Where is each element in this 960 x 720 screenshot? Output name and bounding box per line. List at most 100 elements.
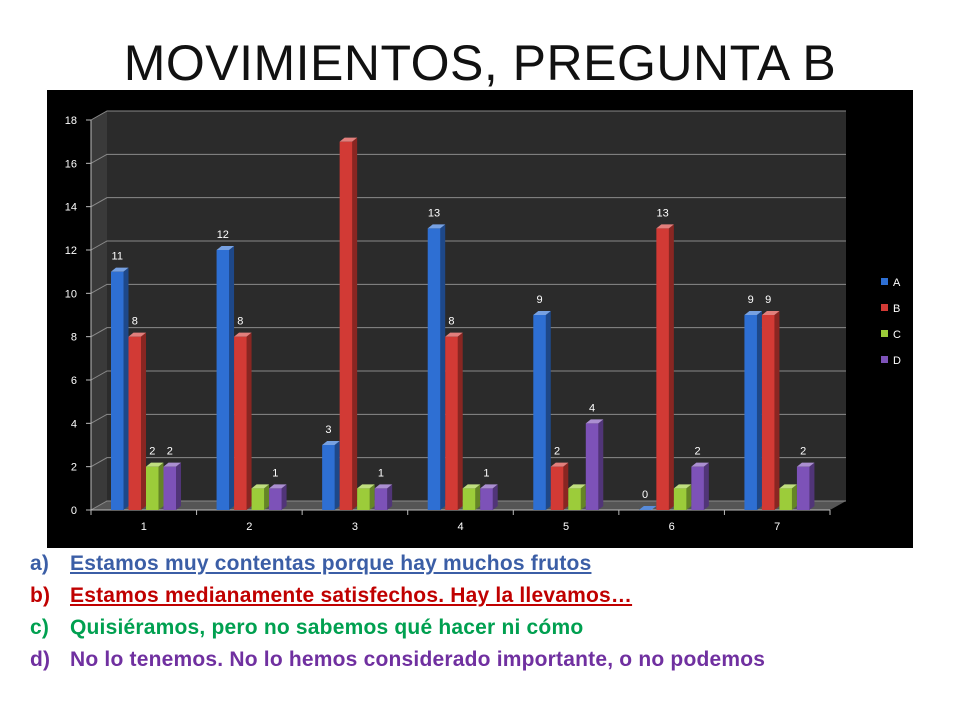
slide-title: MOVIMIENTOS, PREGUNTA B bbox=[123, 35, 837, 91]
option-a-text: Estamos muy contentas porque hay muchos … bbox=[70, 552, 592, 575]
bar-A-6 bbox=[638, 506, 657, 510]
option-d-text: No lo tenemos. No lo hemos considerado i… bbox=[70, 648, 766, 671]
data-label: 13 bbox=[656, 207, 668, 219]
bar-D-1 bbox=[163, 466, 177, 510]
data-label: 12 bbox=[217, 229, 229, 241]
bar-top bbox=[339, 137, 358, 142]
bar-side bbox=[246, 332, 252, 510]
bar-top bbox=[656, 224, 674, 229]
option-c-letter: c) bbox=[30, 616, 50, 639]
x-tick-label: 7 bbox=[774, 521, 780, 533]
bar-side bbox=[158, 462, 164, 510]
data-label: 4 bbox=[589, 402, 595, 414]
bar-B-3 bbox=[339, 141, 353, 510]
bar-top bbox=[269, 484, 287, 489]
bar-B-7 bbox=[761, 315, 775, 510]
bar-top bbox=[216, 246, 235, 250]
option-d: d) No lo tenemos. No lo hemos considerad… bbox=[30, 644, 930, 676]
bar-C-1 bbox=[146, 466, 159, 510]
option-a-letter: a) bbox=[30, 552, 50, 575]
bar-side bbox=[440, 224, 446, 511]
data-label: 9 bbox=[765, 294, 771, 306]
bar-top bbox=[480, 484, 498, 489]
bar-side bbox=[457, 332, 463, 510]
bar-D-4 bbox=[480, 488, 494, 510]
bar-side bbox=[563, 462, 569, 510]
bar-side bbox=[264, 484, 270, 510]
bar-side bbox=[703, 462, 709, 510]
data-label: 8 bbox=[132, 316, 138, 328]
gridline bbox=[90, 240, 846, 251]
data-label: 0 bbox=[642, 489, 648, 501]
y-tick-label: 12 bbox=[65, 245, 77, 257]
bar-B-1 bbox=[128, 336, 142, 510]
legend-swatch-B bbox=[881, 304, 888, 311]
bar-side bbox=[369, 484, 375, 510]
bar-top bbox=[550, 462, 569, 467]
bar-side bbox=[580, 484, 586, 510]
data-label: 2 bbox=[695, 446, 701, 458]
data-label: 3 bbox=[325, 424, 331, 436]
bar-C-3 bbox=[357, 488, 371, 510]
bar-top bbox=[322, 441, 340, 445]
x-tick-label: 5 bbox=[563, 521, 569, 533]
bar-C-6 bbox=[673, 488, 687, 510]
bar-A-4 bbox=[427, 228, 441, 511]
bar-side bbox=[668, 224, 674, 511]
bar-side bbox=[774, 311, 780, 510]
gridline bbox=[90, 110, 846, 121]
y-tick-label: 0 bbox=[71, 505, 77, 517]
bar-D-2 bbox=[269, 488, 283, 510]
bar-B-2 bbox=[234, 336, 248, 510]
x-tick-label: 4 bbox=[457, 521, 463, 533]
bar-A-2 bbox=[216, 250, 230, 510]
bar-side bbox=[387, 484, 393, 510]
bar-A-1 bbox=[111, 271, 124, 510]
legend-label-B: B bbox=[893, 303, 900, 315]
bar-side bbox=[176, 462, 181, 510]
option-d-letter: d) bbox=[30, 648, 51, 671]
legend-label-D: D bbox=[893, 355, 901, 367]
data-label: 8 bbox=[237, 316, 243, 328]
bar-top bbox=[744, 311, 762, 315]
bar-D-3 bbox=[374, 488, 388, 510]
bar-top bbox=[128, 332, 146, 337]
gridline bbox=[90, 283, 846, 294]
bar-side bbox=[756, 311, 762, 510]
bar-top bbox=[585, 419, 604, 424]
x-tick-label: 2 bbox=[246, 521, 252, 533]
bar-C-7 bbox=[779, 488, 793, 510]
bar-side bbox=[352, 137, 358, 510]
bar-top bbox=[374, 484, 393, 489]
bar-top bbox=[761, 311, 780, 315]
option-a: a) Estamos muy contentas porque hay much… bbox=[30, 548, 930, 580]
bar-A-7 bbox=[744, 315, 758, 510]
bar-side bbox=[141, 332, 146, 510]
gridline bbox=[90, 197, 846, 208]
y-tick-label: 16 bbox=[65, 158, 77, 170]
bar-top bbox=[234, 332, 252, 337]
bar-top bbox=[462, 484, 481, 489]
bar-top bbox=[673, 484, 692, 489]
y-tick-label: 14 bbox=[65, 202, 77, 214]
data-label: 2 bbox=[554, 446, 560, 458]
legend-swatch-A bbox=[881, 278, 888, 285]
y-tick-label: 10 bbox=[65, 288, 77, 300]
bar-side bbox=[281, 484, 287, 510]
bar-side bbox=[545, 311, 551, 510]
option-c: c) Quisiéramos, pero no sabemos qué hace… bbox=[30, 612, 930, 644]
bar-top bbox=[796, 462, 815, 467]
answer-options: a) Estamos muy contentas porque hay much… bbox=[30, 548, 930, 676]
legend-label-C: C bbox=[893, 329, 901, 341]
legend-label-A: A bbox=[893, 277, 901, 289]
data-label: 1 bbox=[378, 467, 384, 479]
y-tick-label: 4 bbox=[71, 418, 77, 430]
data-label: 2 bbox=[149, 446, 155, 458]
gridline bbox=[90, 413, 846, 424]
bar-top bbox=[146, 462, 164, 467]
y-tick-label: 18 bbox=[65, 115, 77, 127]
bar-side bbox=[334, 441, 340, 510]
legend-swatch-C bbox=[881, 330, 888, 337]
bar-side bbox=[809, 462, 815, 510]
